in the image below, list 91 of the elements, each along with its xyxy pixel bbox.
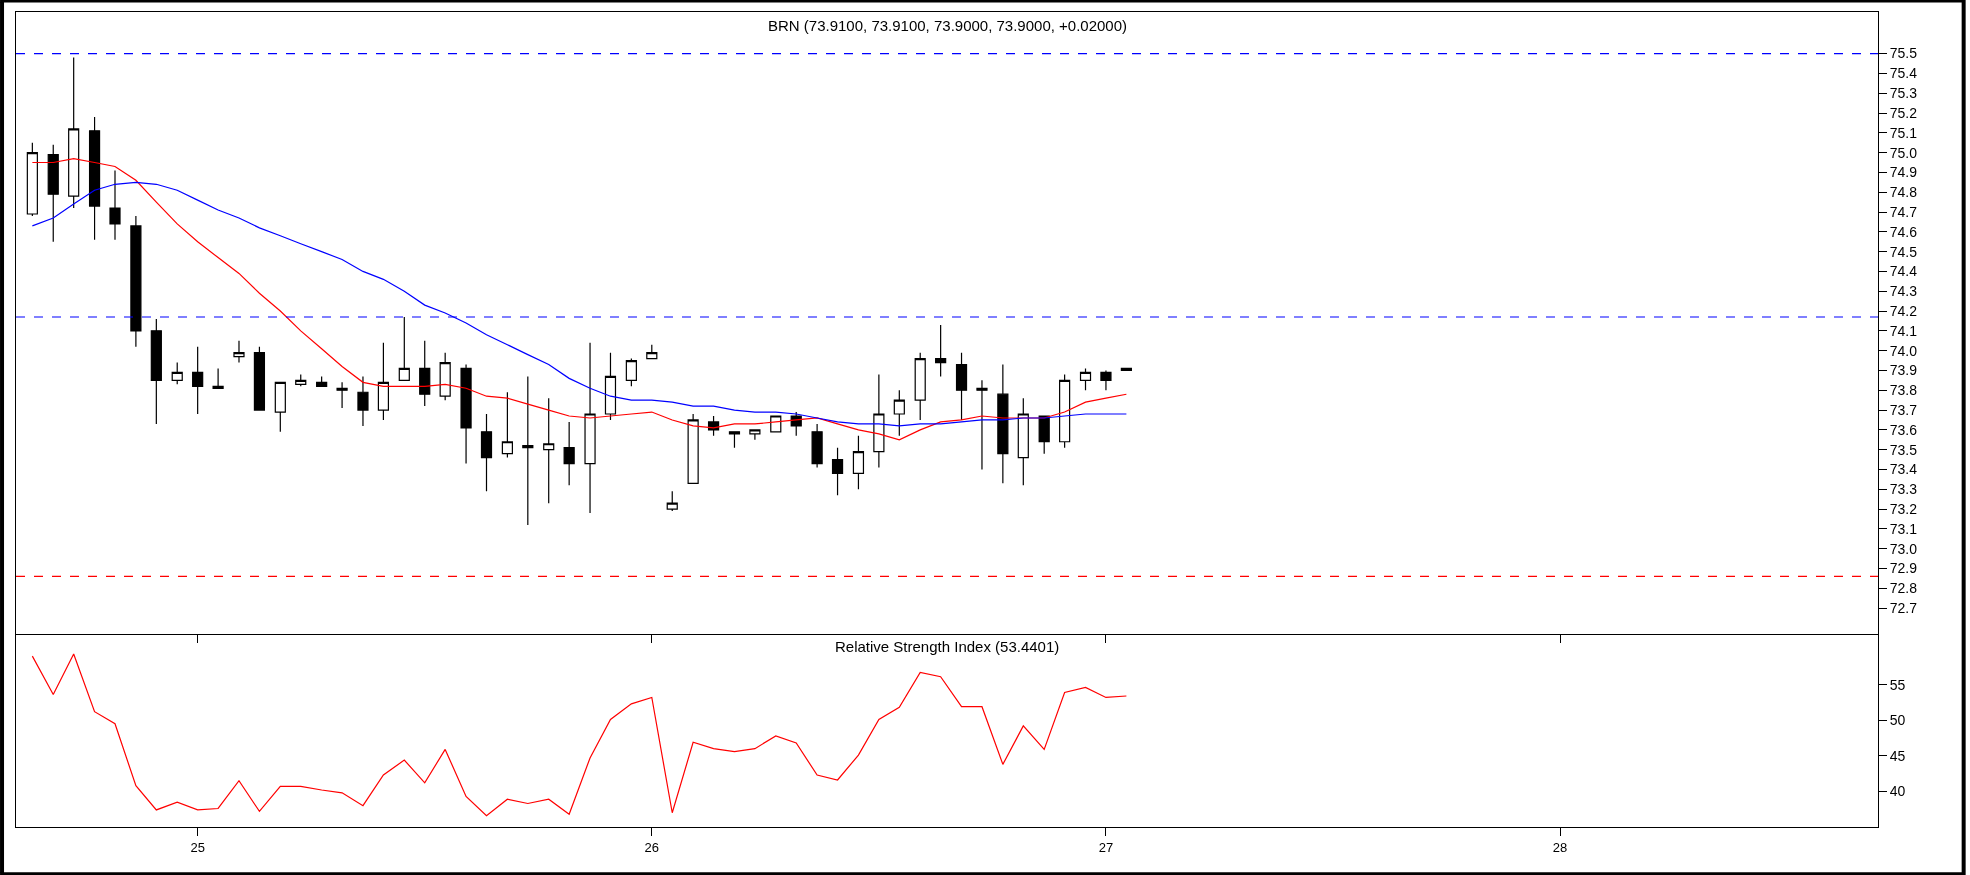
y-tick-label: 74.8 bbox=[1889, 184, 1918, 201]
candlestick bbox=[1038, 415, 1050, 455]
candlestick bbox=[192, 346, 204, 415]
candlestick bbox=[212, 367, 224, 389]
candlestick bbox=[1059, 373, 1071, 449]
candlestick bbox=[584, 342, 596, 514]
candlestick bbox=[749, 429, 761, 441]
candlestick bbox=[398, 316, 410, 381]
y-tick-label: 75.1 bbox=[1889, 124, 1918, 141]
candlestick bbox=[26, 142, 38, 217]
y-tick-label: 74.2 bbox=[1889, 302, 1918, 319]
y-tick-label: 73.8 bbox=[1889, 382, 1918, 399]
candlestick bbox=[687, 413, 699, 484]
y-tick-label: 73.2 bbox=[1889, 500, 1918, 517]
y-tick-label: 72.9 bbox=[1889, 560, 1918, 577]
y-tick-label: 75.0 bbox=[1889, 144, 1918, 161]
candlestick bbox=[646, 344, 658, 360]
candlestick bbox=[1017, 397, 1029, 486]
candlestick bbox=[68, 56, 80, 209]
y-tick-label: 73.7 bbox=[1889, 401, 1918, 418]
y-tick-label: 74.7 bbox=[1889, 203, 1918, 220]
line-series bbox=[31, 653, 1127, 817]
candlestick bbox=[728, 431, 741, 449]
y-tick-label: 73.0 bbox=[1889, 540, 1918, 557]
candlestick bbox=[274, 381, 286, 433]
x-tick-label: 26 bbox=[644, 839, 660, 855]
candlestick bbox=[997, 363, 1009, 484]
candlestick bbox=[150, 318, 162, 425]
candlestick bbox=[811, 423, 823, 469]
y-tick-label: 74.3 bbox=[1889, 283, 1918, 300]
y-tick-label: 50 bbox=[1889, 712, 1906, 729]
candlestick bbox=[109, 169, 121, 241]
y-tick-label: 74.9 bbox=[1889, 164, 1918, 181]
candlestick bbox=[501, 391, 513, 459]
y-tick-label: 40 bbox=[1889, 783, 1906, 800]
y-tick-label: 72.8 bbox=[1889, 580, 1918, 597]
x-tick-label: 27 bbox=[1098, 839, 1114, 855]
candlestick bbox=[233, 340, 245, 364]
candlestick bbox=[625, 357, 637, 387]
candlestick bbox=[377, 342, 390, 421]
candlestick bbox=[253, 346, 266, 411]
candlestick bbox=[543, 397, 555, 504]
candlestick bbox=[831, 447, 844, 496]
y-tick-label: 75.4 bbox=[1889, 65, 1918, 82]
y-tick-label: 73.3 bbox=[1889, 481, 1918, 498]
y-tick-label: 72.7 bbox=[1889, 600, 1918, 616]
candlestick bbox=[88, 116, 101, 241]
candlestick bbox=[522, 375, 534, 526]
y-tick-label: 73.6 bbox=[1889, 421, 1918, 438]
y-tick-label: 74.0 bbox=[1889, 342, 1918, 359]
x-tick-label: 25 bbox=[190, 839, 205, 855]
y-tick-label: 75.2 bbox=[1889, 104, 1918, 121]
chart-title: Relative Strength Index (53.4401) bbox=[835, 638, 1060, 655]
candlestick bbox=[935, 324, 947, 377]
candlestick bbox=[666, 490, 678, 512]
candlestick bbox=[316, 375, 328, 387]
candlestick bbox=[1100, 369, 1112, 391]
y-tick-label: 74.5 bbox=[1889, 243, 1918, 260]
candlestick bbox=[171, 361, 183, 385]
y-tick-label: 73.9 bbox=[1889, 362, 1918, 379]
y-tick-label: 73.1 bbox=[1889, 520, 1918, 537]
candlestick bbox=[604, 352, 617, 421]
y-tick-label: 74.1 bbox=[1889, 322, 1918, 339]
candlestick bbox=[893, 389, 905, 437]
candlestick bbox=[955, 352, 968, 421]
y-tick-label: 73.4 bbox=[1889, 461, 1918, 478]
candlestick bbox=[563, 421, 575, 486]
candlestick bbox=[419, 340, 431, 407]
candlestick bbox=[790, 411, 802, 437]
y-tick-label: 55 bbox=[1889, 676, 1906, 693]
candlestick bbox=[1079, 367, 1092, 391]
candlestick bbox=[873, 373, 885, 469]
x-tick-label: 28 bbox=[1552, 839, 1568, 855]
chart-title: BRN (73.9100, 73.9100, 73.9000, 73.9000, +0.02000) bbox=[768, 17, 1128, 34]
candlestick bbox=[976, 379, 988, 471]
candlestick bbox=[439, 352, 451, 401]
candlestick bbox=[852, 435, 865, 490]
y-tick-label: 74.6 bbox=[1889, 223, 1918, 240]
y-tick-label: 45 bbox=[1889, 747, 1906, 764]
candlestick bbox=[47, 144, 59, 243]
candlestick bbox=[357, 375, 369, 427]
y-tick-label: 75.5 bbox=[1889, 45, 1918, 62]
candlestick bbox=[480, 413, 493, 492]
y-tick-label: 74.4 bbox=[1889, 263, 1918, 280]
y-tick-label: 73.5 bbox=[1889, 441, 1918, 458]
candlestick bbox=[130, 215, 142, 348]
candlestick bbox=[336, 381, 348, 409]
candlestick bbox=[460, 363, 472, 465]
y-tick-label: 75.3 bbox=[1889, 85, 1918, 102]
candlestick bbox=[914, 352, 926, 421]
candlestick bbox=[295, 373, 307, 387]
